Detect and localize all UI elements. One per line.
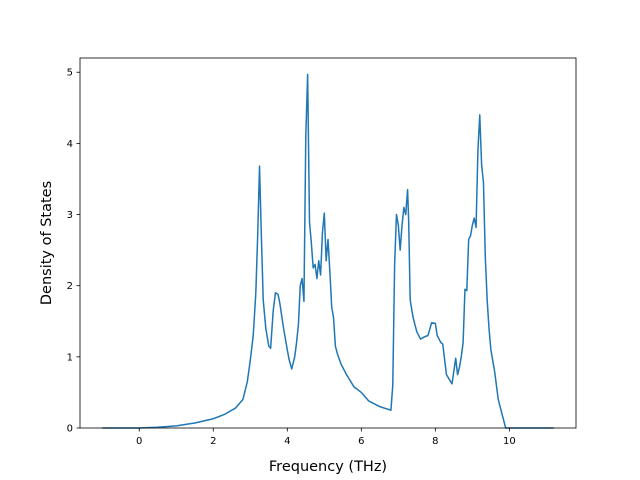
x-tick-label: 2 bbox=[210, 436, 216, 447]
y-tick-label: 4 bbox=[67, 139, 73, 150]
x-tick-label: 10 bbox=[503, 436, 516, 447]
y-tick-label: 2 bbox=[67, 281, 73, 292]
y-tick-label: 0 bbox=[67, 424, 73, 435]
x-tick-label: 6 bbox=[358, 436, 364, 447]
y-tick-label: 3 bbox=[67, 210, 73, 221]
y-axis-ticks: 0 1 2 3 4 5 bbox=[67, 68, 80, 435]
x-tick-label: 0 bbox=[136, 436, 142, 447]
y-tick-label: 5 bbox=[67, 68, 73, 79]
x-axis-label: Frequency (THz) bbox=[269, 459, 387, 475]
y-axis-label: Density of States bbox=[39, 181, 55, 305]
plot-area bbox=[79, 57, 577, 429]
x-tick-label: 4 bbox=[284, 436, 290, 447]
series-line-dos bbox=[102, 73, 554, 429]
y-tick-label: 1 bbox=[67, 352, 73, 363]
x-axis-ticks: 0 2 4 6 8 10 bbox=[136, 428, 516, 447]
axes-frame bbox=[79, 57, 577, 429]
x-tick-label: 8 bbox=[432, 436, 438, 447]
